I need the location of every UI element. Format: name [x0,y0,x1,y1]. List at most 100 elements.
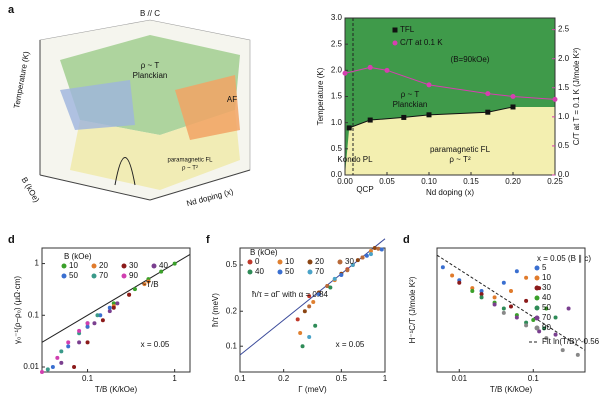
marker [509,304,513,309]
marker [307,294,312,299]
y-axis-label: ħ/τ (meV) [211,293,220,327]
marker [295,317,300,322]
annotation: AF [227,95,237,104]
x-axis-label: Γ (meV) [298,385,327,394]
annotation: B // C [140,9,160,18]
marker [307,335,312,340]
marker [457,280,462,285]
marker [316,292,321,297]
legend-label: TFL [400,25,415,34]
x-tick-label: 0.05 [379,177,395,186]
marker [55,355,60,360]
annotation: Kondo PL [337,155,373,164]
marker [440,265,445,270]
annotation: ρ ~ T² [449,155,471,164]
legend-label: 10 [69,261,78,270]
marker [85,321,90,326]
legend-label: 90 [542,323,551,332]
af-surface [175,75,240,140]
x-tick-label: 0.15 [463,177,479,186]
x-tick-label: 0.01 [451,374,467,383]
y-tick-label: 2.0 [331,65,343,74]
marker [470,289,475,294]
marker [537,329,542,334]
legend-swatch [277,259,283,265]
marker [325,283,330,288]
marker [492,295,497,300]
marker [77,328,82,333]
legend-swatch [61,273,67,279]
y-tick-label: 0.1 [226,341,238,350]
annotation: (B=90kOe) [451,55,490,64]
axis [149,169,251,201]
x-axis-label: T/B (K/kOe) [490,385,533,394]
legend-label: 90 [129,271,138,280]
x-tick-label: 0.1 [234,374,246,383]
marker [401,114,407,120]
marker [332,276,337,281]
marker [485,109,491,115]
marker [376,246,381,251]
marker [479,295,484,300]
marker [159,269,164,274]
y2-tick-label: 0.0 [558,170,570,179]
marker [85,324,90,329]
legend-label: 70 [542,313,551,322]
chart: 0.1 1 0.01 0.1 1 T/B (K/kOe) γ₀⁻¹(ρ−ρ₀) (μΩ·cm… [8,234,191,394]
legend-swatch [247,269,253,275]
legend-label: C/T at 0.1 K [400,38,443,47]
annotation: ρ ~ T [401,90,420,99]
marker [510,94,516,99]
legend-label: 50 [69,271,78,280]
marker [575,352,580,357]
marker [339,272,344,277]
annotation: ρ ~ T² [182,166,198,172]
legend-swatch [91,273,97,279]
legend-label: 50 [542,303,551,312]
y-tick-label: 0.0 [331,170,343,179]
x-tick-label: 0.1 [82,374,94,383]
annotation: ρ ~ T [141,61,160,70]
legend-label: 30 [129,261,138,270]
marker [501,306,506,311]
y2-tick-label: 1.5 [558,83,570,92]
y2-tick-label: 0.5 [558,141,570,150]
qcp-curve [114,157,136,186]
marker [328,285,333,290]
panel-label: d [8,234,15,246]
y-tick-label: 0.2 [226,306,238,315]
legend-swatch [534,305,540,311]
marker [345,268,350,273]
legend-swatch [247,259,253,265]
marker [313,323,318,328]
marker [544,336,549,341]
marker [40,370,44,374]
guide-line [41,254,191,343]
marker [470,286,475,291]
marker [552,96,558,102]
y2-tick-label: 1.0 [558,112,570,121]
marker [342,70,348,76]
marker [485,91,491,97]
legend-label: 20 [99,261,108,270]
x-tick-label: 0.1 [528,374,540,383]
kondo-surface [60,80,135,130]
legend-label: 5 [542,263,547,272]
y-tick-label: 0.5 [331,144,343,153]
legend-swatch [534,315,540,321]
legend-title: x = 0.05 (B ∥ c) [537,254,591,263]
marker [367,117,373,123]
legend-swatch [61,263,67,269]
marker [367,64,373,70]
marker [542,326,547,331]
x-tick-label: 0.5 [336,374,348,383]
marker [524,275,529,280]
marker [115,301,120,306]
marker [111,305,116,310]
annotation: x = 0.05 [141,340,170,349]
marker [479,289,484,294]
marker [544,306,549,311]
annotation: ħ/τ = αΓ with α = 0.84 [252,290,329,299]
y-tick-label: 1 [35,259,40,268]
